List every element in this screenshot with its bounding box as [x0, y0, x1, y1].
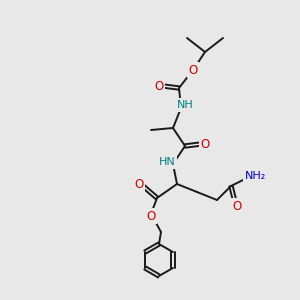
Text: O: O	[154, 80, 164, 92]
Text: O: O	[232, 200, 242, 212]
Text: NH₂: NH₂	[244, 171, 266, 181]
Text: HN: HN	[159, 157, 176, 167]
Text: NH: NH	[177, 100, 194, 110]
Text: O: O	[146, 209, 156, 223]
Text: O: O	[134, 178, 144, 190]
Text: O: O	[188, 64, 198, 76]
Text: O: O	[200, 137, 210, 151]
